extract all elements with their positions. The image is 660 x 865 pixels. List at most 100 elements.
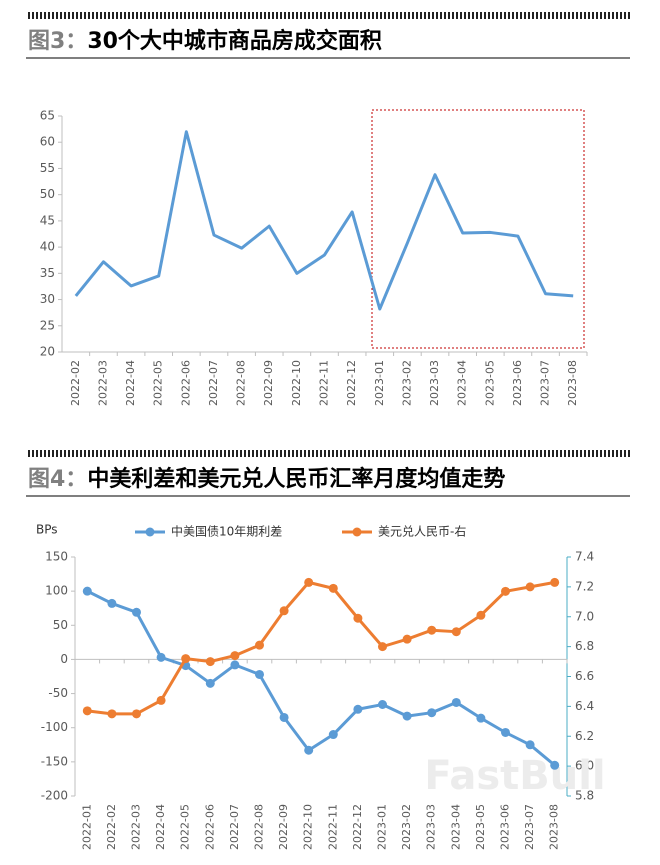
x-tick-label: 2023-02 (400, 360, 413, 406)
legend-marker (352, 527, 362, 537)
legend-label: 美元兑人民币-右 (378, 524, 466, 539)
x-tick-label: 2023-05 (474, 804, 487, 850)
y-tick-label: -150 (41, 754, 68, 768)
point (451, 697, 461, 707)
x-tick-label: 2023-07 (523, 804, 536, 850)
point (132, 709, 141, 719)
point (353, 704, 363, 714)
y-tick-label: 50 (53, 618, 68, 632)
point (550, 577, 560, 587)
x-tick-label: 2023-03 (425, 804, 438, 850)
header-bar (26, 450, 630, 457)
point (156, 652, 166, 662)
point (255, 669, 264, 679)
x-tick-label: 2023-04 (456, 360, 469, 406)
line-series (87, 580, 555, 716)
point (279, 606, 289, 616)
chart-title: 30个大中城市商品房成交面积 (87, 28, 382, 54)
point (205, 657, 215, 667)
x-tick-label: 2023-03 (428, 360, 441, 406)
x-tick-label: 2022-04 (124, 360, 137, 406)
x-tick-label: 2022-05 (152, 360, 165, 406)
x-tick-label: 2023-08 (566, 360, 579, 406)
point (132, 607, 141, 617)
point (353, 613, 363, 623)
point (525, 740, 535, 750)
x-tick-label: 2022-01 (80, 804, 93, 850)
x-tick-label: 2022-02 (69, 360, 82, 406)
chart-heading: 图4：中美利差和美元兑人民币汇率月度均值走势 (28, 466, 505, 492)
y2-tick-label: 6.4 (575, 699, 594, 713)
point (550, 760, 560, 770)
x-tick-label: 2022-08 (235, 360, 248, 406)
line-series (74, 130, 574, 311)
chart-heading: 图3：30个大中城市商品房成交面积 (28, 28, 382, 54)
x-tick-label: 2023-04 (449, 804, 462, 850)
y-tick-label: -50 (48, 686, 68, 700)
x-tick-label: 2023-08 (548, 804, 561, 850)
y2-tick-label: 7.4 (575, 550, 594, 564)
x-tick-label: 2022-12 (345, 360, 358, 406)
point (82, 586, 92, 596)
y-tick-label: 30 (40, 292, 55, 306)
y-tick-label: 45 (40, 213, 55, 227)
y2-tick-label: 7.0 (575, 609, 594, 623)
x-tick-label: 2023-05 (483, 360, 496, 406)
x-tick-label: 2022-12 (351, 804, 364, 850)
legend-marker (145, 527, 155, 537)
y2-tick-label: 6.0 (575, 759, 594, 773)
x-tick-label: 2022-04 (154, 804, 167, 850)
x-tick-label: 2022-03 (130, 804, 143, 850)
y-tick-label: 60 (40, 135, 55, 149)
point (181, 654, 191, 664)
y2-tick-label: 7.2 (575, 579, 594, 593)
point (107, 598, 117, 608)
point (205, 678, 215, 688)
x-tick-label: 2022-07 (228, 804, 241, 850)
y-tick-label: -200 (41, 789, 68, 803)
point (451, 627, 461, 637)
point (427, 708, 437, 718)
point (501, 727, 510, 737)
y2-tick-label: 6.8 (575, 639, 594, 653)
y2-tick-label: 6.6 (575, 669, 594, 683)
y-axis-label: BPs (36, 523, 58, 537)
y2-tick-label: 5.8 (575, 789, 594, 803)
point (476, 610, 486, 620)
point (402, 634, 412, 644)
x-tick-label: 2022-10 (302, 804, 315, 850)
x-tick-label: 2022-06 (179, 360, 192, 406)
x-tick-label: 2022-11 (326, 804, 339, 850)
y2-tick-label: 6.2 (575, 729, 594, 743)
y-tick-label: -100 (41, 720, 68, 734)
x-tick-label: 2022-05 (179, 804, 192, 850)
y-tick-label: 0 (60, 652, 68, 666)
y-tick-label: 150 (45, 550, 68, 564)
legend-label: 中美国债10年期利差 (171, 524, 282, 539)
point (230, 660, 240, 670)
point (378, 642, 387, 652)
y-tick-label: 40 (40, 240, 55, 254)
chart-title: 中美利差和美元兑人民币汇率月度均值走势 (87, 466, 505, 492)
point (427, 625, 437, 635)
x-tick-label: 2023-01 (373, 360, 386, 406)
y-tick-label: 20 (40, 345, 55, 359)
y-tick-label: 55 (40, 161, 55, 175)
x-tick-label: 2023-01 (376, 804, 389, 850)
y-tick-label: 65 (40, 109, 55, 123)
x-tick-label: 2022-09 (262, 360, 275, 406)
x-tick-label: 2022-08 (253, 804, 266, 850)
y-tick-label: 50 (40, 187, 55, 201)
x-tick-label: 2023-06 (499, 804, 512, 850)
header-bar (26, 12, 630, 19)
point (304, 745, 314, 755)
point (279, 712, 289, 722)
x-tick-label: 2022-09 (277, 804, 290, 850)
x-tick-label: 2023-06 (511, 360, 524, 406)
point (501, 586, 510, 596)
x-tick-label: 2022-03 (96, 360, 109, 406)
y-tick-label: 100 (45, 584, 68, 598)
figure-label: 图3： (28, 29, 87, 54)
x-tick-label: 2022-11 (318, 360, 331, 406)
